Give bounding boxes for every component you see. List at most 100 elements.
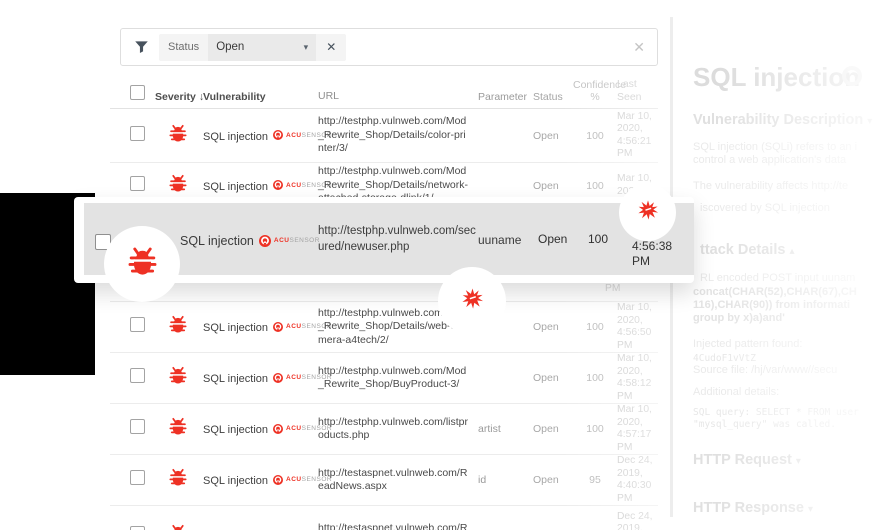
panel-section-heading[interactable]: ttack Details ▴ <box>700 242 795 258</box>
row-parameter: id <box>478 474 487 486</box>
row-confidence: 100 <box>586 179 604 192</box>
acusensor-badge: ACU SENSOR <box>273 423 332 434</box>
row-confidence: 100 <box>586 372 604 384</box>
vulnerability-url[interactable]: http://testphp.vulnweb.com/Mod_Rewrite_S… <box>318 364 467 391</box>
row-checkbox[interactable] <box>130 317 145 332</box>
row-last-seen: Mar 10, 2020, 4:57:17 PM <box>617 404 652 453</box>
severity-high-bug-icon <box>169 524 187 530</box>
vulnerability-url[interactable]: http://testphp.vulnweb.com/Mod_Rewrite_S… <box>318 306 467 346</box>
panel-section-heading[interactable]: HTTP Request ▾ <box>693 452 801 468</box>
detail-panel: SQL injection Vulnerability Description ▾… <box>674 0 887 530</box>
row-confidence: 100 <box>586 321 604 333</box>
row-checkbox[interactable] <box>130 125 145 141</box>
table-header: Severity ↓ Vulnerability URL Parameter St… <box>110 76 658 109</box>
panel-text-line: The vulnerability affects http://te <box>693 180 849 192</box>
row-checkbox[interactable] <box>130 419 145 434</box>
table-row[interactable]: SQL injection ACU SENSOR http://testphp.vu… <box>110 109 658 163</box>
status-filter-dropdown[interactable]: Open ▾ <box>208 33 317 61</box>
chevron-down-icon: ▾ <box>807 504 813 515</box>
vulnerability-url[interactable]: http://testaspnet.vulnweb.com/ReadNews.a… <box>318 522 468 530</box>
panel-text-line: Injected pattern found: <box>693 338 803 350</box>
panel-section-heading[interactable]: HTTP Response ▾ <box>693 500 813 516</box>
row-last-seen: Mar 10, 2020, 4:58:12 PM <box>617 353 652 402</box>
select-all-checkbox[interactable] <box>130 85 145 100</box>
chevron-down-icon: ▾ <box>867 116 873 127</box>
chevron-down-icon: ▾ <box>795 456 801 467</box>
panel-text-line: 116),CHAR(90)) from informati <box>693 299 851 311</box>
header-last-seen[interactable]: Last Seen <box>617 78 642 103</box>
vulnerability-name[interactable]: SQL injection <box>203 424 269 436</box>
vulnerability-name[interactable]: SQL injection <box>203 322 269 334</box>
vulnerability-url[interactable]: http://testaspnet.vulnweb.com/ReadNews.a… <box>318 466 468 493</box>
status-filter-chip[interactable]: Status Open ▾ ✕ <box>159 33 347 61</box>
highlighted-row-card[interactable]: SQL injection ACU SENSOR http://testphp.vu… <box>74 197 694 283</box>
panel-title: SQL injection <box>693 62 861 92</box>
acusensor-badge: ACU SENSOR <box>273 474 332 485</box>
acusensor-badge: ACU SENSOR <box>273 180 332 191</box>
filter-funnel-icon <box>134 39 149 55</box>
panel-text-line: RL encoded POST input uunam <box>700 272 856 284</box>
acusensor-badge: ACU SENSOR <box>258 234 320 247</box>
panel-text-line: Source file: /hj/var/www//secu <box>693 364 838 376</box>
severity-high-bug-icon <box>169 174 187 198</box>
row-confidence: 100 <box>586 129 604 142</box>
row-parameter: uuname <box>478 233 522 247</box>
header-severity[interactable]: Severity ↓ <box>155 91 205 103</box>
row-status: Open <box>533 372 559 384</box>
severity-high-bug-icon <box>169 124 187 148</box>
vulnerability-name[interactable]: SQL injection <box>180 234 254 248</box>
clear-filters-button[interactable]: ✕ <box>633 38 645 55</box>
header-vulnerability[interactable]: Vulnerability <box>203 91 266 103</box>
row-parameter: artist <box>478 423 501 435</box>
vulnerability-table: Severity ↓ Vulnerability URL Parameter St… <box>110 76 658 530</box>
row-status: Open <box>533 423 559 435</box>
filter-bar: Status Open ▾ ✕ ✕ <box>120 28 658 66</box>
panel-section-heading[interactable]: Vulnerability Description ▾ <box>693 112 873 128</box>
acusensor-badge: ACU SENSOR <box>273 321 332 332</box>
severity-high-bug-icon <box>169 417 187 441</box>
row-last-seen: Dec 24, 2019, 4:40:30 PM <box>617 455 653 504</box>
row-checkbox[interactable] <box>130 470 145 485</box>
row-confidence: 100 <box>588 232 609 246</box>
table-row[interactable]: SQL injection ACU SENSOR http://testphp.vu… <box>110 404 658 455</box>
remove-filter-button[interactable]: ✕ <box>326 40 337 54</box>
filter-value: Open <box>216 41 245 53</box>
vulnerability-name[interactable]: SQL injection <box>203 130 269 143</box>
header-url[interactable]: URL <box>318 89 340 102</box>
row-last-seen: Dec 24, 2019, 4:40:39 PM <box>617 510 653 530</box>
table-row[interactable]: SQL injection ACU SENSOR http://testphp.vu… <box>110 353 658 404</box>
severity-high-bug-icon <box>169 468 187 492</box>
hidden-row-date-fragment: PM <box>605 283 621 294</box>
panel-text-line: iscovered by SQL injection <box>700 202 830 214</box>
row-confidence: 95 <box>589 474 601 486</box>
row-checkbox[interactable] <box>130 175 145 191</box>
vulnerability-name[interactable]: SQL injection <box>203 475 269 487</box>
row-checkbox[interactable] <box>130 368 145 383</box>
table-row[interactable] <box>110 209 658 302</box>
vulnerability-name[interactable]: SQL injection <box>203 373 269 385</box>
bug-splat-icon <box>637 199 659 226</box>
bug-magnifier-circle <box>104 226 180 302</box>
vulnerability-url[interactable]: http://testphp.vulnweb.com/listproducts.… <box>318 415 468 442</box>
header-confidence[interactable]: Confidence% <box>573 79 627 103</box>
vulnerability-url[interactable]: http://testphp.vulnweb.com/Mod_Rewrite_S… <box>318 115 467 155</box>
vulnerability-url[interactable]: http://testphp.vulnweb.com/secured/newus… <box>318 225 476 253</box>
row-last-seen: Mar 10, 2020, 4:56:50 PM <box>617 302 652 351</box>
row-last-seen: 4:56:38 PM <box>632 239 673 268</box>
row-checkbox[interactable] <box>130 525 145 530</box>
vulnerability-name[interactable]: SQL injection <box>203 180 269 193</box>
panel-text-line: concat(CHAR(52),CHAR(67),CH <box>693 286 857 298</box>
row-confidence: 100 <box>586 423 604 435</box>
header-status[interactable]: Status <box>533 91 563 103</box>
panel-text-line: group by x)a)and' <box>693 312 785 324</box>
panel-text-line: control a web application's data <box>693 154 847 166</box>
panel-text-line: "mysql_query" was called. <box>693 419 836 430</box>
header-parameter[interactable]: Parameter <box>478 91 528 103</box>
panel-text-line: 4CudoF1vVtZ <box>693 353 756 364</box>
table-row[interactable]: SQL injection ACU SENSOR http://testphp.vu… <box>110 302 658 353</box>
chevron-up-icon: ▴ <box>789 246 795 257</box>
bug-splat-circle-top <box>619 184 676 241</box>
